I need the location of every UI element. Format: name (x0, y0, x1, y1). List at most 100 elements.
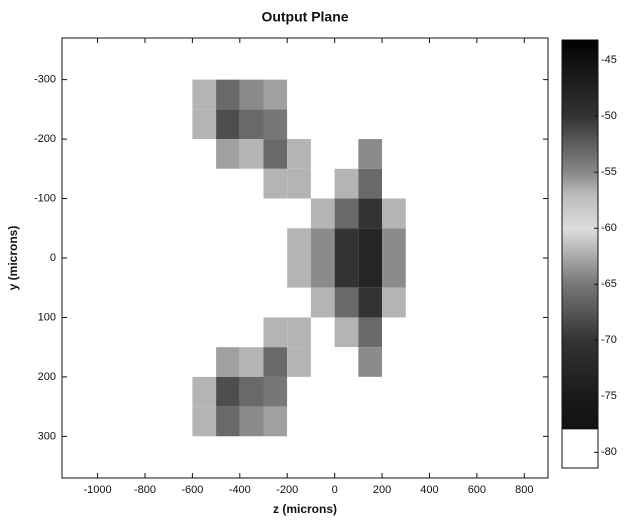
colorbar-band (562, 250, 598, 252)
heatmap-cell (310, 198, 335, 229)
colorbar-band (562, 130, 598, 132)
colorbar-band (562, 362, 598, 364)
colorbar-band (562, 421, 598, 423)
colorbar-band (562, 400, 598, 402)
heatmap-cell (287, 228, 311, 258)
colorbar-band (562, 53, 598, 55)
colorbar-band (562, 234, 598, 236)
heatmap-cell (239, 49, 264, 80)
heatmap-cell (168, 287, 193, 318)
heatmap-cell (310, 317, 335, 348)
colorbar-band (562, 412, 598, 414)
heatmap-cell (334, 436, 359, 467)
colorbar-band (562, 304, 598, 306)
colorbar-band (562, 300, 598, 302)
colorbar-band (562, 334, 598, 336)
colorbar-band (562, 356, 598, 358)
colorbar-band (562, 76, 598, 78)
heatmap-cell (263, 258, 288, 288)
colorbar-band (562, 439, 598, 441)
colorbar-band (562, 390, 598, 392)
colorbar-band (562, 403, 598, 405)
colorbar-band (562, 178, 598, 180)
heatmap-cell (168, 139, 193, 169)
colorbar-band (562, 236, 598, 238)
colorbar-band (562, 425, 598, 427)
colorbar-tick-label: -55 (601, 166, 617, 178)
colorbar-band (562, 191, 598, 193)
colorbar-band (562, 357, 598, 359)
heatmap-cell (192, 258, 217, 288)
colorbar-band (562, 435, 598, 437)
colorbar-band (562, 158, 598, 160)
colorbar-band (562, 219, 598, 221)
colorbar-band (562, 411, 598, 413)
heatmap-cell (168, 168, 193, 199)
colorbar-band (562, 113, 598, 115)
colorbar-band (562, 66, 598, 68)
heatmap-cell (382, 317, 406, 348)
colorbar-band (562, 210, 598, 212)
colorbar-band (562, 369, 598, 371)
heatmap-cell (239, 198, 264, 229)
colorbar-band (562, 375, 598, 377)
colorbar-band (562, 82, 598, 84)
heatmap-cell (216, 376, 240, 407)
colorbar-band (562, 413, 598, 415)
heatmap-cell (144, 109, 169, 140)
colorbar-band (562, 433, 598, 435)
colorbar-band (562, 373, 598, 375)
heatmap-cell (192, 406, 217, 437)
colorbar-band (562, 216, 598, 218)
colorbar-band (562, 190, 598, 192)
colorbar-band (562, 193, 598, 195)
heatmap-cell (310, 406, 335, 437)
colorbar-band (562, 89, 598, 91)
colorbar-band (562, 87, 598, 89)
colorbar-band (562, 379, 598, 381)
colorbar-band (562, 432, 598, 434)
colorbar-band (562, 449, 598, 451)
colorbar-band (562, 367, 598, 369)
heatmap-cell (334, 317, 359, 348)
colorbar-band (562, 329, 598, 331)
colorbar-band (562, 80, 598, 82)
x-tick-label: -200 (276, 484, 298, 496)
colorbar-band (562, 310, 598, 312)
colorbar-band (562, 366, 598, 368)
heatmap-cell (310, 258, 335, 288)
colorbar-band (562, 217, 598, 219)
colorbar-band (562, 290, 598, 292)
heatmap-cell (334, 79, 359, 110)
colorbar-band (562, 51, 598, 53)
heatmap-cell (192, 436, 217, 467)
heatmap-cell (310, 168, 335, 199)
colorbar-band (562, 385, 598, 387)
chart-title: Output Plane (261, 9, 348, 25)
colorbar-band (562, 288, 598, 290)
heatmap-cell (263, 109, 288, 140)
colorbar-band (562, 386, 598, 388)
colorbar-band (562, 121, 598, 123)
colorbar-band (562, 81, 598, 83)
colorbar-band (562, 146, 598, 148)
colorbar-band (562, 117, 598, 119)
colorbar-band (562, 263, 598, 265)
colorbar-band (562, 371, 598, 373)
colorbar-band (562, 399, 598, 401)
heatmap-cell (239, 406, 264, 437)
colorbar-band (562, 128, 598, 130)
heatmap-cell (334, 406, 359, 437)
colorbar-band (562, 318, 598, 320)
colorbar-band (562, 410, 598, 412)
colorbar-band (562, 294, 598, 296)
colorbar-band (562, 104, 598, 106)
colorbar-band (562, 52, 598, 54)
colorbar-band (562, 78, 598, 80)
colorbar-band (562, 221, 598, 223)
heatmap-cell (216, 258, 240, 288)
heatmap-cell (358, 79, 383, 110)
colorbar-band (562, 283, 598, 285)
heatmap-cell (192, 347, 217, 377)
colorbar-band (562, 389, 598, 391)
